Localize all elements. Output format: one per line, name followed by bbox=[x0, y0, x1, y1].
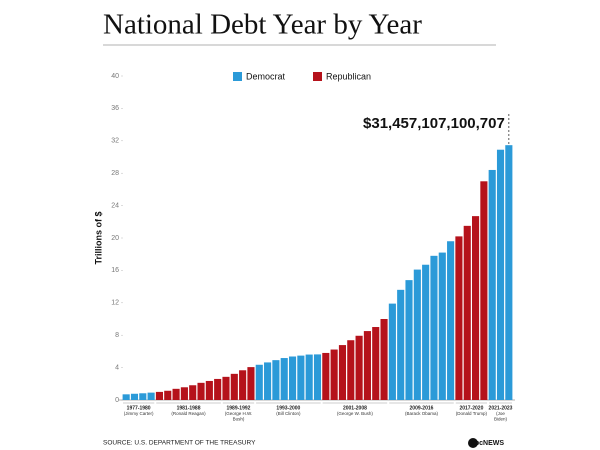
x-group-sublabel: (Bill Clinton) bbox=[276, 411, 301, 416]
bar bbox=[130, 393, 139, 400]
y-tick-label: 28 bbox=[111, 170, 119, 177]
bar bbox=[172, 388, 180, 400]
bar bbox=[463, 225, 471, 400]
y-tick-label: 12 bbox=[111, 300, 119, 307]
bar bbox=[322, 352, 330, 400]
bar bbox=[197, 382, 205, 400]
chart-title: National Debt Year by Year bbox=[103, 9, 422, 41]
y-tick-label: 32 bbox=[111, 138, 119, 145]
y-tick-label: 24 bbox=[111, 202, 119, 209]
x-group-sublabel: (Donald Trump) bbox=[456, 411, 488, 416]
x-group-sublabel: (George W. Bush) bbox=[337, 411, 374, 416]
bar bbox=[355, 335, 363, 400]
x-group-label: 2021-2023 bbox=[489, 405, 513, 411]
bar bbox=[505, 145, 513, 400]
bar bbox=[422, 264, 430, 400]
y-tick-label: 4 bbox=[115, 364, 119, 371]
bar bbox=[205, 380, 213, 400]
bar bbox=[413, 269, 421, 400]
bar bbox=[305, 354, 313, 400]
bar bbox=[147, 392, 155, 400]
bar bbox=[372, 327, 380, 400]
bar bbox=[264, 362, 272, 400]
bar bbox=[438, 252, 446, 400]
bar bbox=[288, 356, 297, 400]
legend-label: Republican bbox=[326, 71, 371, 81]
bar bbox=[189, 385, 197, 400]
x-group-sublabel: (Ronald Reagan) bbox=[171, 411, 206, 416]
y-tick-label: 8 bbox=[115, 332, 119, 339]
logo: abcNEWS bbox=[471, 440, 504, 447]
bar bbox=[472, 216, 480, 400]
bar bbox=[272, 360, 280, 400]
logo-mark bbox=[468, 438, 478, 448]
bar bbox=[380, 319, 388, 400]
x-group-label: 2001-2008 bbox=[343, 405, 367, 411]
x-group-sublabel: (George H.W. Bush) bbox=[225, 411, 253, 422]
x-group-label: 1989-1992 bbox=[227, 405, 251, 411]
bar bbox=[214, 378, 222, 400]
bar bbox=[363, 331, 371, 400]
bar bbox=[388, 303, 396, 400]
y-axis-label: Trillions of $ bbox=[93, 211, 103, 264]
bar bbox=[247, 367, 255, 400]
x-group-sublabel: (Barack Obama) bbox=[405, 411, 439, 416]
bar bbox=[297, 355, 305, 400]
y-tick-label: 40 bbox=[111, 73, 119, 80]
bar bbox=[330, 349, 338, 400]
bar bbox=[338, 345, 347, 400]
bar bbox=[480, 181, 488, 400]
x-group-sublabel: (Jimmy Carter) bbox=[124, 411, 154, 416]
bar bbox=[430, 255, 438, 400]
bar bbox=[122, 394, 130, 400]
bar bbox=[230, 373, 238, 400]
bar bbox=[405, 280, 413, 400]
legend-swatch bbox=[233, 72, 242, 81]
bar bbox=[496, 149, 505, 400]
bar bbox=[447, 241, 455, 400]
y-tick-label: 0 bbox=[115, 397, 119, 404]
bar bbox=[455, 236, 463, 400]
bar bbox=[397, 289, 405, 400]
source: SOURCE: U.S. DEPARTMENT OF THE TREASURY bbox=[103, 440, 256, 447]
bar bbox=[280, 358, 288, 400]
legend-swatch bbox=[313, 72, 322, 81]
bar bbox=[222, 376, 230, 400]
y-tick-label: 36 bbox=[111, 105, 119, 112]
legend-label: Democrat bbox=[246, 71, 286, 81]
bar bbox=[155, 391, 163, 400]
x-group-label: 1981-1988 bbox=[177, 405, 201, 411]
y-tick-label: 20 bbox=[111, 235, 119, 242]
bar bbox=[347, 340, 355, 400]
x-group-label: 1993-2000 bbox=[276, 405, 300, 411]
bar bbox=[488, 169, 496, 400]
x-group-label: 1977-1980 bbox=[127, 405, 151, 411]
bar bbox=[164, 390, 172, 400]
bar bbox=[180, 387, 188, 400]
x-group-sublabel: (Joe Biden) bbox=[494, 411, 508, 422]
annotation: $31,457,107,100,707 bbox=[363, 115, 505, 132]
x-group-label: 2009-2016 bbox=[410, 405, 434, 411]
bar bbox=[139, 393, 147, 400]
x-group-label: 2017-2020 bbox=[459, 405, 483, 411]
bar bbox=[239, 370, 247, 400]
bar bbox=[313, 354, 322, 400]
bar bbox=[255, 364, 263, 400]
y-tick-label: 16 bbox=[111, 267, 119, 274]
